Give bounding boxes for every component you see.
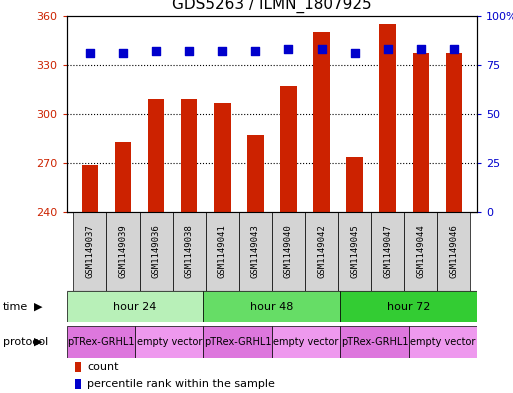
Text: protocol: protocol	[3, 337, 48, 347]
Bar	[247, 135, 264, 212]
Bar	[404, 212, 438, 291]
Point	[251, 48, 260, 54]
Text: hour 48: hour 48	[250, 301, 293, 312]
Bar	[272, 212, 305, 291]
Text: hour 24: hour 24	[113, 301, 157, 312]
Text: count: count	[87, 362, 119, 372]
Point	[350, 50, 359, 56]
Text: GSM1149042: GSM1149042	[317, 225, 326, 278]
Text: GSM1149040: GSM1149040	[284, 225, 293, 278]
Bar	[135, 326, 204, 358]
Text: ▶: ▶	[34, 337, 43, 347]
Text: GSM1149038: GSM1149038	[185, 225, 193, 278]
Bar	[206, 212, 239, 291]
Bar	[338, 212, 371, 291]
Bar	[106, 212, 140, 291]
Point	[450, 46, 458, 52]
Bar	[75, 379, 81, 389]
Bar	[67, 291, 204, 322]
Point	[185, 48, 193, 54]
Point	[218, 48, 226, 54]
Bar	[446, 53, 462, 212]
Bar	[280, 86, 297, 212]
Bar	[115, 142, 131, 212]
Bar	[346, 156, 363, 212]
Text: empty vector: empty vector	[273, 337, 339, 347]
Text: GSM1149037: GSM1149037	[85, 225, 94, 278]
Bar	[148, 99, 164, 212]
Bar	[140, 212, 172, 291]
Text: GSM1149043: GSM1149043	[251, 225, 260, 278]
Text: GSM1149045: GSM1149045	[350, 225, 359, 278]
Text: pTRex-GRHL1: pTRex-GRHL1	[341, 337, 408, 347]
Text: GSM1149047: GSM1149047	[383, 225, 392, 278]
Point	[318, 46, 326, 52]
Bar	[313, 32, 330, 212]
Point	[86, 50, 94, 56]
Text: empty vector: empty vector	[136, 337, 202, 347]
Bar	[305, 212, 338, 291]
Bar	[181, 99, 198, 212]
Bar	[239, 212, 272, 291]
Point	[417, 46, 425, 52]
Bar	[371, 212, 404, 291]
Text: hour 72: hour 72	[387, 301, 430, 312]
Bar	[409, 326, 477, 358]
Point	[284, 46, 292, 52]
Bar	[412, 53, 429, 212]
Text: empty vector: empty vector	[410, 337, 476, 347]
Text: GSM1149039: GSM1149039	[119, 225, 127, 278]
Title: GDS5263 / ILMN_1807925: GDS5263 / ILMN_1807925	[172, 0, 372, 13]
Text: GSM1149041: GSM1149041	[218, 225, 227, 278]
Text: GSM1149046: GSM1149046	[449, 225, 459, 278]
Text: pTRex-GRHL1: pTRex-GRHL1	[204, 337, 271, 347]
Bar	[380, 24, 396, 212]
Bar	[73, 212, 106, 291]
Text: time: time	[3, 301, 28, 312]
Text: ▶: ▶	[34, 301, 43, 312]
Bar	[214, 103, 230, 212]
Bar	[75, 362, 81, 373]
Text: GSM1149036: GSM1149036	[151, 225, 161, 278]
Point	[384, 46, 392, 52]
Bar	[204, 326, 272, 358]
Point	[152, 48, 160, 54]
Bar	[272, 326, 340, 358]
Bar	[204, 291, 340, 322]
Bar	[67, 326, 135, 358]
Text: pTRex-GRHL1: pTRex-GRHL1	[67, 337, 134, 347]
Point	[119, 50, 127, 56]
Text: GSM1149044: GSM1149044	[417, 225, 425, 278]
Bar	[172, 212, 206, 291]
Bar	[438, 212, 470, 291]
Bar	[340, 326, 409, 358]
Text: percentile rank within the sample: percentile rank within the sample	[87, 379, 275, 389]
Bar	[340, 291, 477, 322]
Bar	[82, 165, 98, 212]
